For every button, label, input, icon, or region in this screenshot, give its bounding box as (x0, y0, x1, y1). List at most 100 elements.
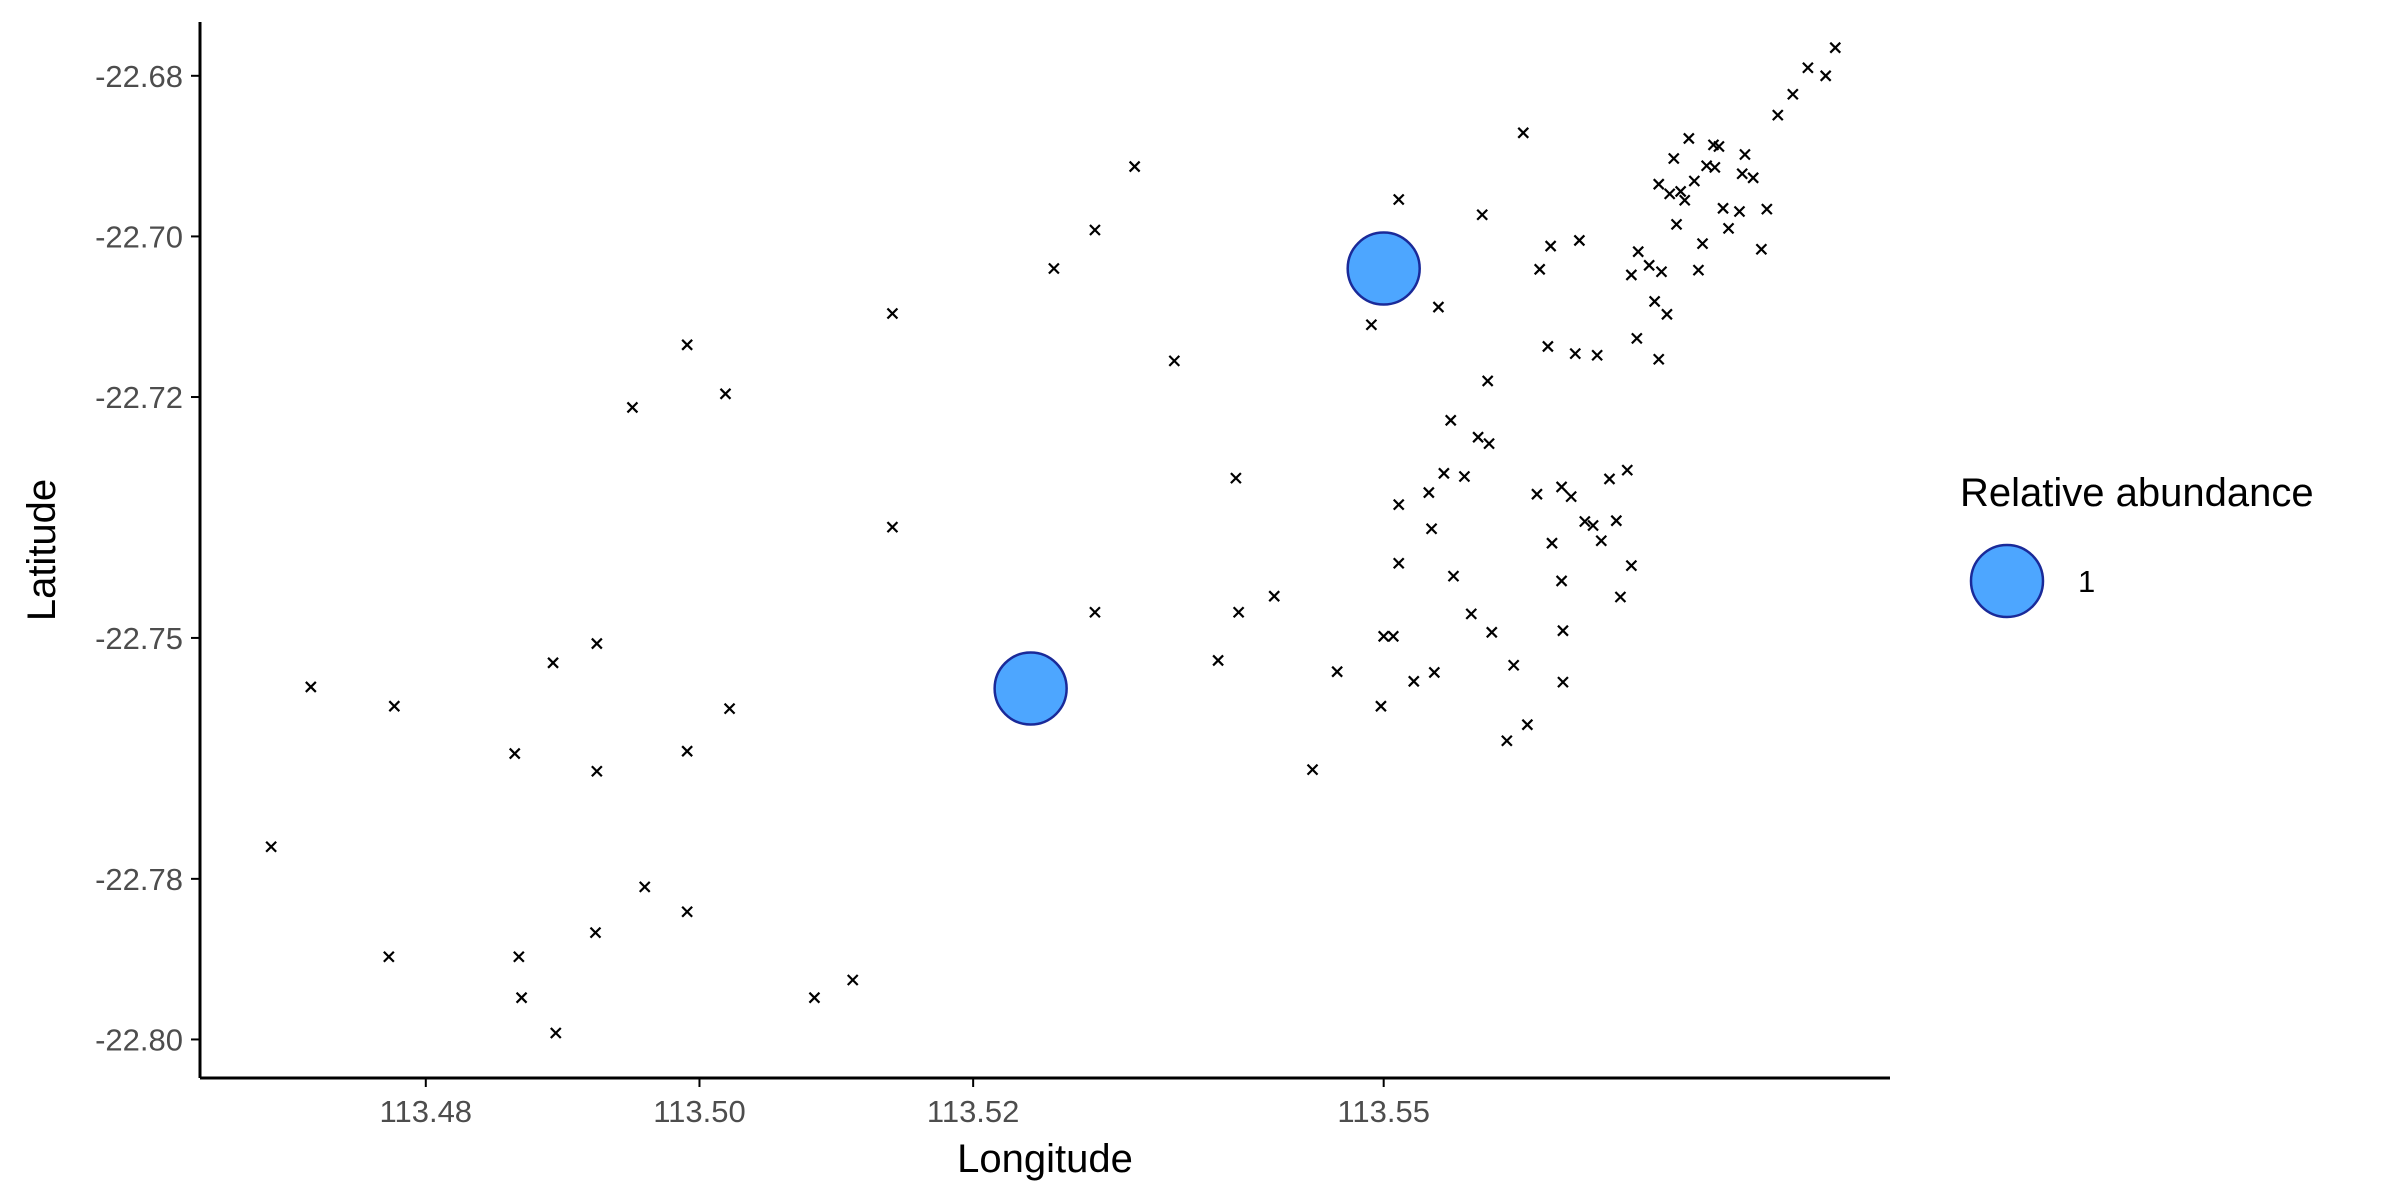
cross-marker (1648, 295, 1661, 308)
cross-marker (1465, 608, 1478, 620)
cross-marker (1668, 152, 1680, 165)
cross-marker (846, 974, 859, 986)
cross-marker (1683, 132, 1695, 145)
cross-marker (1713, 140, 1725, 153)
x-axis-title: Longitude (957, 1137, 1133, 1181)
cross-marker (1696, 237, 1709, 250)
cross-marker (1438, 467, 1450, 480)
cross-marker (681, 745, 693, 757)
cross-marker (1557, 624, 1569, 637)
cross-marker (1674, 185, 1687, 198)
cross-marker (1819, 70, 1832, 82)
cross-marker (513, 950, 525, 963)
cross-marker (1739, 148, 1751, 161)
cross-marker (1722, 222, 1735, 235)
cross-marker (808, 991, 821, 1004)
cross-marker (1631, 332, 1643, 345)
cross-marker (1425, 522, 1438, 535)
cross-marker (638, 881, 651, 893)
cross-marker (1444, 414, 1457, 427)
cross-marker (1555, 575, 1568, 587)
x-tick-label: 113.48 (380, 1094, 473, 1129)
cross-marker (1709, 161, 1721, 174)
cross-marker (1507, 659, 1520, 672)
cross-marker (1772, 109, 1784, 121)
cross-marker (589, 926, 602, 939)
cross-marker (1565, 490, 1577, 503)
cross-marker (1268, 590, 1280, 602)
cross-marker (1392, 193, 1405, 206)
cross-marker (1517, 127, 1530, 139)
x-axis-ticks: 113.48 113.50 113.52 113.55 (380, 1078, 1430, 1129)
cross-marker (1481, 375, 1494, 387)
cross-marker (1128, 160, 1141, 173)
cross-marker (1643, 259, 1655, 272)
cross-marker (1733, 205, 1746, 218)
cross-marker (515, 991, 528, 1004)
cross-marker (591, 637, 603, 650)
y-tick-label: -22.75 (95, 621, 183, 656)
cross-marker (1652, 353, 1665, 366)
cross-marker (719, 388, 732, 400)
x-tick-label: 113.50 (653, 1094, 746, 1129)
cross-marker (1423, 486, 1435, 499)
cross-marker (1595, 534, 1608, 547)
cross-marker (1670, 218, 1683, 231)
cross-marker (1168, 355, 1181, 367)
cross-marker (1089, 224, 1101, 236)
cross-marker (1521, 718, 1534, 731)
cross-marker (1787, 88, 1799, 101)
legend-label: 1 (2078, 564, 2095, 599)
cross-marker (1048, 262, 1060, 275)
cross-marker (1632, 245, 1644, 258)
cross-marker (1625, 559, 1638, 572)
cross-marker (1432, 301, 1445, 313)
cross-marker (1486, 626, 1498, 639)
cross-marker (1747, 172, 1759, 184)
cross-marker (1829, 41, 1842, 54)
cross-marker (1392, 498, 1405, 511)
cross-marker (1232, 606, 1245, 619)
cross-marker (508, 747, 521, 760)
cross-marker (1447, 570, 1460, 582)
y-tick-label: -22.72 (95, 380, 183, 415)
cross-marker (1678, 194, 1691, 207)
x-tick-label: 113.52 (927, 1094, 1020, 1129)
cross-marker (1544, 240, 1557, 252)
cross-marker (1531, 488, 1543, 500)
y-tick-label: -22.70 (95, 219, 183, 254)
cross-marker (1692, 264, 1705, 276)
cross-marker (681, 339, 693, 351)
cross-marker (1212, 654, 1224, 667)
cross-marker (1476, 208, 1488, 221)
legend: Relative abundance 1 (1960, 471, 2314, 619)
cross-marker (1408, 675, 1420, 688)
cross-marker (681, 905, 693, 918)
cross-marker (1230, 472, 1242, 484)
abundance-bubble (1346, 231, 1421, 306)
cross-marker (1377, 630, 1390, 643)
cross-marker (591, 765, 603, 778)
cross-marker (1579, 515, 1591, 528)
cross-marker (1387, 630, 1400, 643)
cross-marker (1458, 470, 1471, 483)
cross-marker (1428, 666, 1441, 679)
cross-marker (1802, 61, 1814, 74)
cross-marker (383, 950, 395, 963)
cross-marker (1614, 591, 1627, 603)
cross-marker (1573, 234, 1586, 247)
cross-marker (1557, 676, 1569, 688)
cross-marker (1555, 481, 1568, 493)
cross-marker (1546, 537, 1558, 549)
y-tick-label: -22.78 (95, 862, 183, 897)
y-axis-ticks: -22.68 -22.70 -22.72 -22.75 -22.78 -22.80 (95, 59, 200, 1057)
cross-marker (1375, 700, 1387, 712)
plot-area (265, 41, 1842, 1039)
cross-marker (1621, 464, 1634, 476)
cross-marker (626, 401, 639, 414)
cross-marker (1483, 437, 1495, 450)
cross-marker (1663, 188, 1676, 200)
cross-marker (1761, 203, 1773, 215)
cross-marker (1365, 318, 1378, 331)
